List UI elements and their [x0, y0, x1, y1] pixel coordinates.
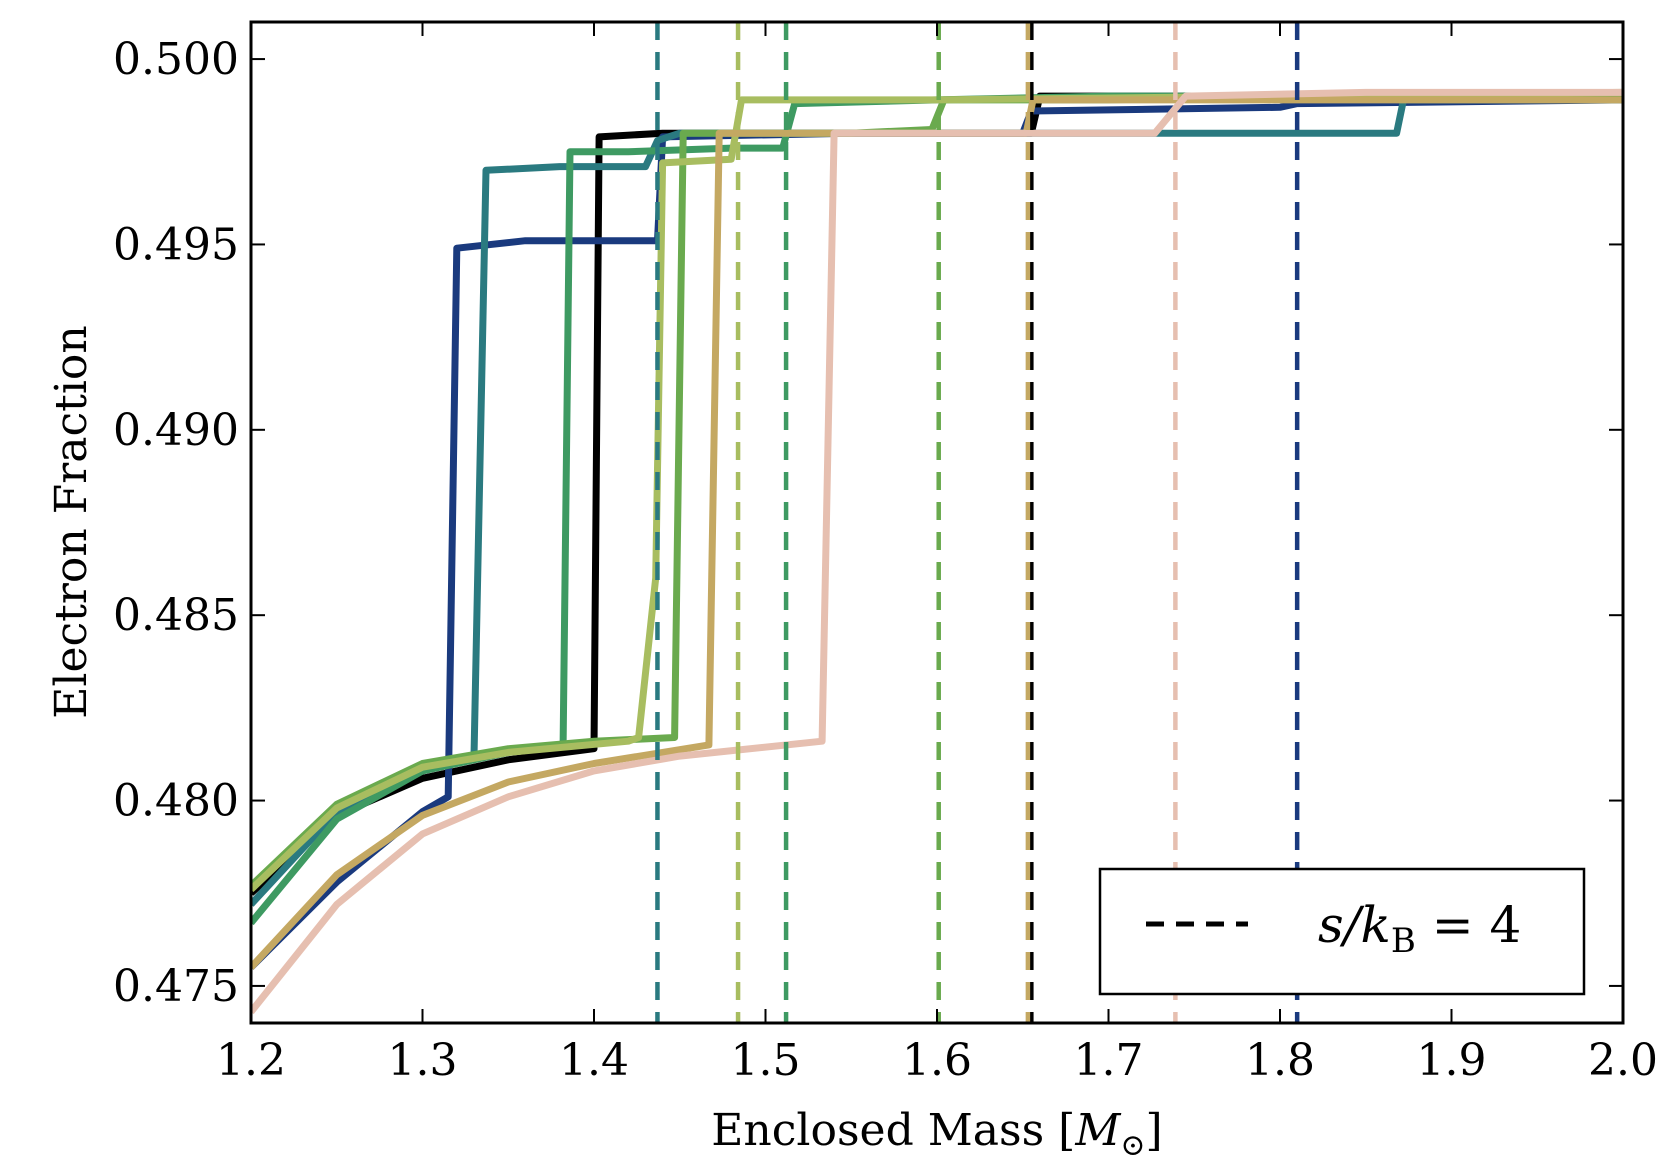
series-line-tan	[251, 96, 1623, 970]
x-axis-label: Enclosed Mass [M⊙]	[711, 1105, 1162, 1163]
x-axis-label-close: ]	[1146, 1105, 1163, 1156]
tick-label-layer: 1.2 1.3 1.4 1.5 1.6 1.7 1.8 1.9 2.0 0.475 0.480 0.4…	[113, 34, 1658, 1086]
y-tick-label: 0.500	[113, 34, 239, 85]
x-tick-label: 1.9	[1417, 1035, 1487, 1086]
legend: s/kB = 4	[1098, 867, 1586, 996]
x-axis-label-main: Enclosed Mass [	[711, 1105, 1075, 1156]
dashed-line-layer	[655, 22, 1300, 1023]
x-tick-label: 1.6	[902, 1035, 972, 1086]
x-tick-label: 1.2	[216, 1035, 286, 1086]
x-axis-label-sub: ⊙	[1120, 1128, 1145, 1163]
x-tick-label: 1.4	[559, 1035, 629, 1086]
y-tick-label: 0.495	[113, 219, 239, 270]
x-tick-label: 1.7	[1074, 1035, 1144, 1086]
x-tick-label: 1.3	[388, 1035, 458, 1086]
series-line-pink	[251, 88, 1623, 1015]
legend-box	[1098, 867, 1586, 996]
x-tick-label: 2.0	[1588, 1035, 1658, 1086]
legend-label-sub: B	[1391, 921, 1416, 961]
tick-layer	[250, 22, 1624, 1023]
y-axis-label: Electron Fraction	[46, 325, 97, 718]
x-tick-label: 1.5	[731, 1035, 801, 1086]
y-tick-label: 0.490	[113, 405, 239, 456]
x-tick-label: 1.8	[1245, 1035, 1315, 1086]
y-tick-label: 0.480	[113, 776, 239, 827]
y-tick-label: 0.475	[113, 961, 239, 1012]
legend-label-eq: = 4	[1416, 896, 1522, 954]
legend-label: s/kB = 4	[1318, 896, 1521, 961]
x-axis-label-symbol: M	[1074, 1105, 1121, 1156]
y-tick-label: 0.485	[113, 590, 239, 641]
